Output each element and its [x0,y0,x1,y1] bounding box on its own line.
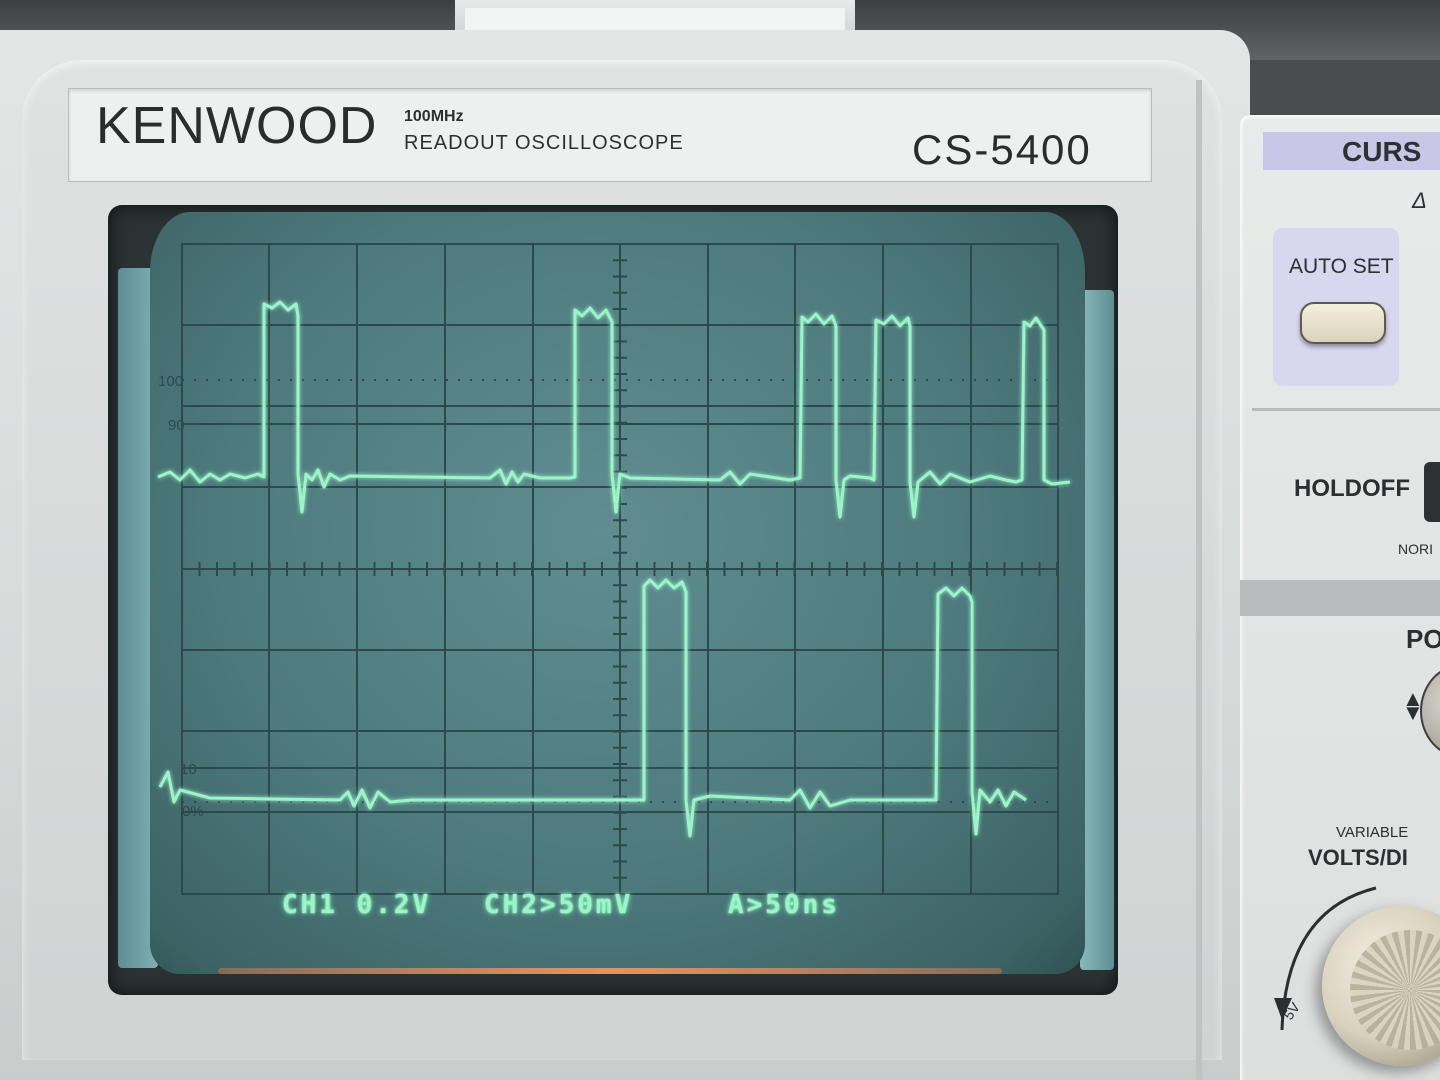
timebase-readout: A>50ns [728,890,840,920]
position-label: PO [1406,624,1440,654]
autoset-label: AUTO SET [1289,255,1394,278]
crt-screen: 100 90 10 0% CH1 0.2V CH2>50mV A>50ns [150,212,1085,974]
ch2-readout: CH2>50mV [484,890,634,920]
volts-div-label: VOLTS/DI [1308,845,1408,870]
panel-divider [1196,80,1202,1080]
cursor-section-band [1263,132,1440,170]
graticule: 100 90 10 0% [157,243,1071,895]
ch1-readout: CH1 0.2V [282,890,432,920]
norm-label: NORI [1398,541,1433,557]
label-10: 10 [180,761,197,778]
brand-logo: KENWOOD [96,97,378,155]
ch1-trace [157,300,1071,519]
panel-rule [1252,408,1440,411]
cursor-label: CURS [1342,136,1422,167]
label-plate [68,88,1152,182]
crt-frame-right [1080,290,1114,970]
spec-frequency: 100MHz [404,108,464,125]
model-number: CS-5400 [912,126,1092,173]
holdoff-label: HOLDOFF [1294,475,1410,502]
autoset-button[interactable] [1300,302,1386,344]
crt-bottom-glow [218,968,1002,974]
graticule-ticks [181,243,1058,895]
delta-icon: Δ [1412,188,1427,213]
graticule-solid-refs [182,423,1058,769]
label-90: 90 [168,417,185,434]
variable-label: VARIABLE [1336,824,1409,841]
ch2-trace [158,578,1027,838]
holdoff-knob[interactable] [1424,462,1440,522]
up-down-arrow-icon: ▲ ▼ [1402,686,1424,725]
label-0-percent: 0% [182,803,204,820]
volts-arc-arrow-icon [1274,886,1377,1031]
label-100: 100 [158,373,183,390]
spec-description: READOUT OSCILLOSCOPE [404,132,684,154]
volts-knob-ridges [1350,930,1440,1050]
section-band [1240,580,1440,616]
